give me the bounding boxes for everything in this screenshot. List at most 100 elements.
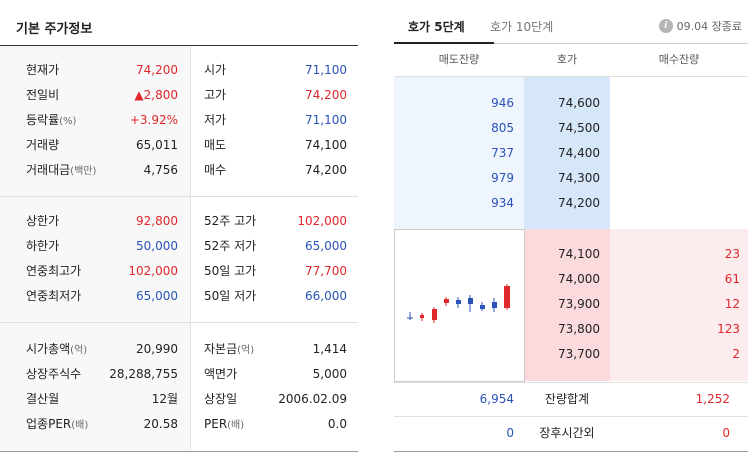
section-divider <box>0 196 358 197</box>
info-row: 등락률(%) +3.92% 저가 71,100 <box>0 108 358 133</box>
afterhours-label: 장후시간외 <box>539 426 595 440</box>
info-value: 5,000 <box>312 367 347 381</box>
info-value: 4,756 <box>143 163 178 177</box>
title-divider <box>0 45 358 46</box>
bid-price-column <box>524 229 610 381</box>
ask-price[interactable]: 74,600 <box>558 96 600 110</box>
bid-qty: 61 <box>724 272 740 286</box>
candle <box>480 302 485 311</box>
info-value: 102,000 <box>128 264 178 278</box>
info-value: +3.92% <box>129 113 178 127</box>
bid-qty: 2 <box>732 347 740 361</box>
ask-price-column <box>524 77 610 229</box>
info-row: 거래대금(백만) 4,756 매수 74,200 <box>0 158 358 183</box>
header-bid-qty: 매수잔량 <box>658 53 700 66</box>
info-value: 74,200 <box>136 63 178 77</box>
info-label: 상장주식수 <box>26 367 82 381</box>
info-label: 시가 <box>204 63 227 77</box>
info-row: 상장주식수 28,288,755 액면가 5,000 <box>0 362 358 387</box>
bid-price[interactable]: 73,900 <box>558 297 600 311</box>
bid-qty: 123 <box>717 322 740 336</box>
ask-price[interactable]: 74,400 <box>558 146 600 160</box>
info-label: 결산월 <box>26 392 60 406</box>
candle <box>444 297 449 306</box>
ask-qty: 737 <box>491 146 514 160</box>
bid-price[interactable]: 73,700 <box>558 347 600 361</box>
active-tab-underline <box>394 42 494 44</box>
candle <box>432 307 437 323</box>
bid-price[interactable]: 74,000 <box>558 272 600 286</box>
info-label: 거래대금(백만) <box>26 163 97 177</box>
info-icon[interactable]: i <box>658 19 673 33</box>
info-value: 71,100 <box>305 113 347 127</box>
info-label: 50일 저가 <box>204 289 257 303</box>
header-divider <box>394 76 748 77</box>
candle-chart-svg <box>407 284 510 323</box>
mini-candle-chart <box>394 229 525 382</box>
bottom-divider <box>394 451 748 452</box>
header-ask-qty: 매도잔량 <box>438 53 480 66</box>
ask-qty: 805 <box>491 121 514 135</box>
ask-price[interactable]: 74,500 <box>558 121 600 135</box>
ask-qty: 934 <box>491 196 514 210</box>
summary-divider <box>394 382 748 383</box>
ask-price[interactable]: 74,300 <box>558 171 600 185</box>
info-row: 현재가 74,200 시가 71,100 <box>0 58 358 83</box>
info-label: 전일비 <box>26 88 60 102</box>
candle <box>420 313 424 321</box>
candle <box>504 284 510 310</box>
info-value: 65,011 <box>136 138 178 152</box>
info-label: 시가총액(억) <box>26 342 88 356</box>
info-value: 1,414 <box>312 342 347 356</box>
tab-orderbook-5[interactable]: 호가 5단계 <box>408 20 465 34</box>
bid-price[interactable]: 73,800 <box>558 322 600 336</box>
total-ask-qty: 6,954 <box>479 392 514 406</box>
info-row: 거래량 65,011 매도 74,100 <box>0 133 358 158</box>
info-value: 74,100 <box>305 138 347 152</box>
info-value: 12월 <box>151 392 178 406</box>
info-value: 102,000 <box>297 214 347 228</box>
total-bid-qty: 1,252 <box>695 392 730 406</box>
info-label: 액면가 <box>204 367 238 381</box>
info-label: 업종PER(배) <box>26 417 89 431</box>
info-value: 28,288,755 <box>109 367 178 381</box>
info-row: 연중최고가 102,000 50일 고가 77,700 <box>0 259 358 284</box>
info-label: 52주 고가 <box>204 214 257 228</box>
info-value: 66,000 <box>305 289 347 303</box>
bid-price[interactable]: 74,100 <box>558 247 600 261</box>
orderbook-panel: 호가 5단계 호가 10단계 i 09.04 장종료 매도잔량 호가 매수잔량 … <box>394 0 748 460</box>
info-label: 매도 <box>204 138 227 152</box>
info-row: 결산월 12월 상장일 2006.02.09 <box>0 387 358 412</box>
info-label: 52주 저가 <box>204 239 257 253</box>
info-value: 2006.02.09 <box>278 392 347 406</box>
ask-qty: 979 <box>491 171 514 185</box>
basic-stock-info-panel: 기본 주가정보 현재가 74,200 시가 71,100 전일비 ▲2,800 고가 74,2… <box>0 0 358 460</box>
info-value: 20.58 <box>143 417 178 431</box>
info-value: 50,000 <box>136 239 178 253</box>
info-value: 65,000 <box>305 239 347 253</box>
market-status-text: 09.04 장종료 <box>676 20 742 33</box>
info-label: 고가 <box>204 88 227 102</box>
tab-orderbook-10[interactable]: 호가 10단계 <box>490 20 554 34</box>
info-row: 시가총액(억) 20,990 자본금(억) 1,414 <box>0 337 358 362</box>
section-divider <box>0 322 358 323</box>
info-label: 저가 <box>204 113 227 127</box>
info-value: 74,200 <box>305 88 347 102</box>
info-row: 상한가 92,800 52주 고가 102,000 <box>0 209 358 234</box>
info-label: 연중최고가 <box>26 264 82 278</box>
label-column-bg <box>0 46 190 451</box>
info-label: 매수 <box>204 163 227 177</box>
info-value: 20,990 <box>136 342 178 356</box>
afterhours-bid-qty: 0 <box>722 426 730 440</box>
info-label: 상장일 <box>204 392 238 406</box>
info-label: 상한가 <box>26 214 60 228</box>
info-value: 77,700 <box>305 264 347 278</box>
info-value: 74,200 <box>305 163 347 177</box>
summary-divider <box>394 416 748 417</box>
total-label: 잔량합계 <box>544 392 590 406</box>
ask-price[interactable]: 74,200 <box>558 196 600 210</box>
column-divider <box>190 46 191 451</box>
info-label: 연중최저가 <box>26 289 82 303</box>
info-label: 현재가 <box>26 63 60 77</box>
info-value: 0.0 <box>327 417 347 431</box>
